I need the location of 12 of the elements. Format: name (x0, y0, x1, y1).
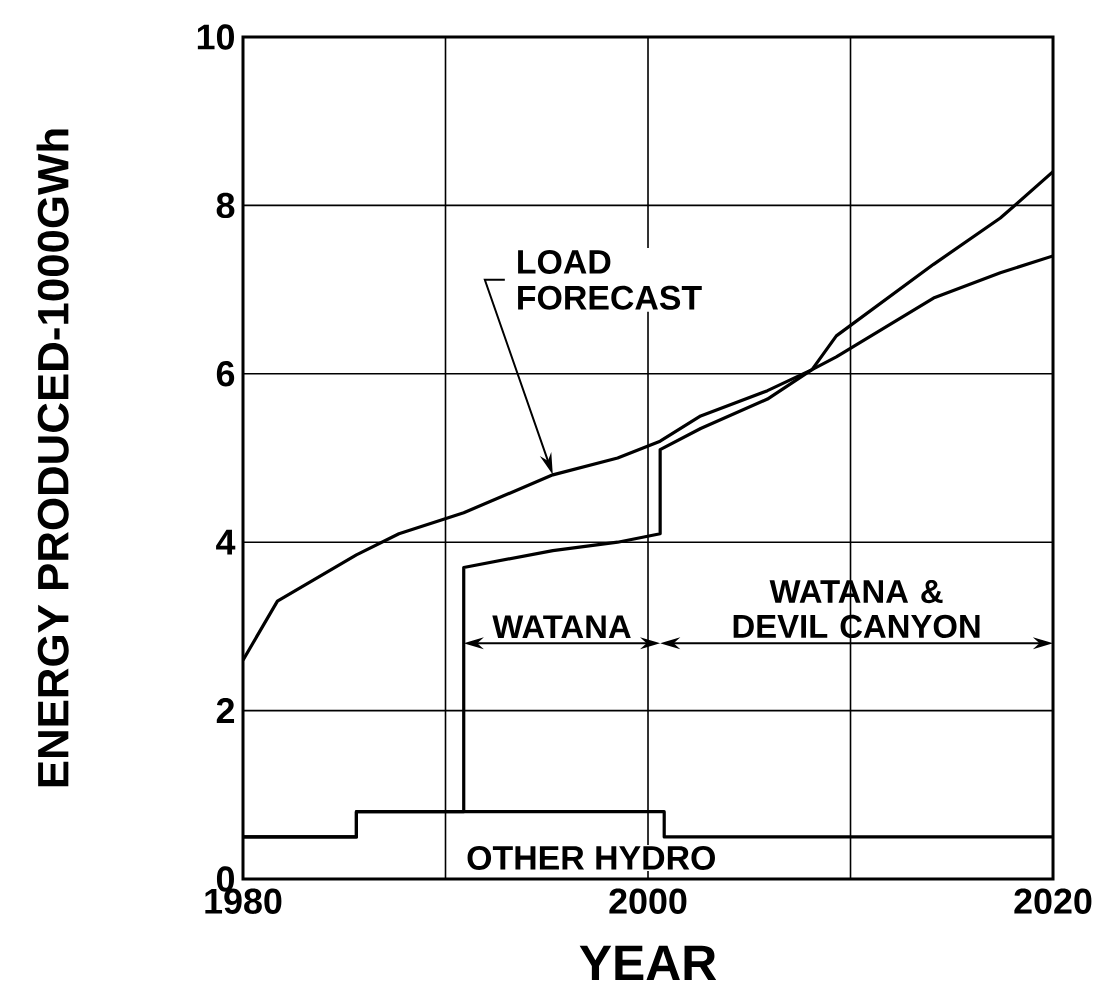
text: LOAD FORECAST (518, 249, 702, 310)
y-tick-label: 10 (197, 24, 234, 50)
annotation: WATANA (492, 615, 631, 639)
y-axis-title: ENERGY PRODUCED-1000GWh (36, 129, 69, 787)
y-tick-label: 8 (216, 192, 235, 219)
y-tick-label: 2 (216, 698, 235, 724)
x-tick-label: 2000 (609, 888, 687, 914)
y-tick-label: 4 (216, 529, 236, 555)
x-tick-label: 2020 (1014, 888, 1092, 914)
x-axis-title: YEAR (579, 945, 717, 980)
y-tick-label: 6 (216, 361, 235, 387)
annotation: OTHER HYDRO (467, 845, 715, 870)
